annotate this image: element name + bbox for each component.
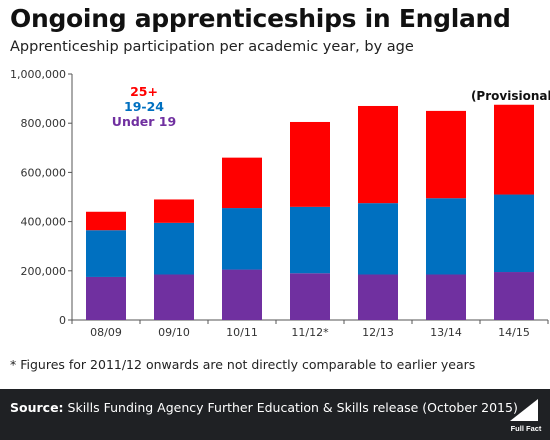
- full-fact-logo-icon: Full Fact: [510, 399, 542, 433]
- y-tick-label: 1,000,000: [10, 68, 66, 81]
- bar-19-24-08-09: [86, 230, 126, 277]
- chart-subtitle: Apprenticeship participation per academi…: [10, 39, 414, 55]
- bar-under-19-13-14: [426, 274, 466, 320]
- bar-25--12-13: [358, 105, 398, 204]
- y-axis: 0 200,000 400,000 600,000 800,000 1,000,000: [10, 68, 73, 327]
- bar-19-24-12-13: [358, 203, 398, 275]
- x-tick-label: 12/13: [362, 326, 394, 339]
- chart-title: Ongoing apprenticeships in England: [10, 4, 511, 33]
- bar-under-19-10-11: [222, 269, 262, 320]
- bar-25--08-09: [86, 211, 126, 231]
- bar-19-24-09-10: [154, 222, 194, 275]
- bar-25--11-12-: [290, 121, 330, 207]
- annotation-provisional: (Provisional): [471, 89, 550, 103]
- y-tick-label: 400,000: [21, 216, 67, 229]
- y-tick-label: 800,000: [21, 117, 67, 130]
- bar-under-19-12-13: [358, 274, 398, 320]
- bar-under-19-14-15: [494, 272, 534, 320]
- source-description: Skills Funding Agency Further Education …: [63, 400, 518, 415]
- bar-19-24-10-11: [222, 208, 262, 270]
- footnote: * Figures for 2011/12 onwards are not di…: [10, 357, 476, 372]
- source-text: Source: Skills Funding Agency Further Ed…: [10, 400, 518, 415]
- source-bar: Source: Skills Funding Agency Further Ed…: [0, 389, 550, 440]
- x-axis: 08/09 09/10 10/11 11/12* 12/13 13/14 14/15: [71, 319, 549, 339]
- svg-text:Full Fact: Full Fact: [511, 424, 542, 433]
- bar-19-24-14-15: [494, 194, 534, 273]
- bars: [86, 104, 534, 320]
- bar-under-19-11-12-: [290, 273, 330, 320]
- bar-25--13-14: [426, 110, 466, 199]
- bar-25--10-11: [222, 157, 262, 209]
- bar-25--09-10: [154, 199, 194, 223]
- annotations: (Provisional): [471, 89, 550, 103]
- bar-19-24-13-14: [426, 198, 466, 275]
- bar-19-24-11-12-: [290, 206, 330, 274]
- source-label: Source:: [10, 400, 64, 415]
- y-tick-label: 200,000: [21, 265, 67, 278]
- legend-label: 19-24: [124, 99, 164, 114]
- x-tick-label: 08/09: [90, 326, 122, 339]
- bar-25--14-15: [494, 104, 534, 195]
- x-tick-label: 10/11: [226, 326, 258, 339]
- x-tick-label: 11/12*: [291, 326, 329, 339]
- bar-under-19-09-10: [154, 274, 194, 320]
- y-tick-label: 600,000: [21, 166, 67, 179]
- x-tick-label: 13/14: [430, 326, 462, 339]
- stacked-bar-chart: 0 200,000 400,000 600,000 800,000 1,000,000 0…: [10, 68, 550, 339]
- y-tick-label: 0: [59, 314, 66, 327]
- x-tick-label: 09/10: [158, 326, 190, 339]
- legend-label: Under 19: [112, 114, 176, 129]
- x-tick-label: 14/15: [498, 326, 530, 339]
- bar-under-19-08-09: [86, 276, 126, 320]
- legend-label: 25+: [130, 84, 158, 99]
